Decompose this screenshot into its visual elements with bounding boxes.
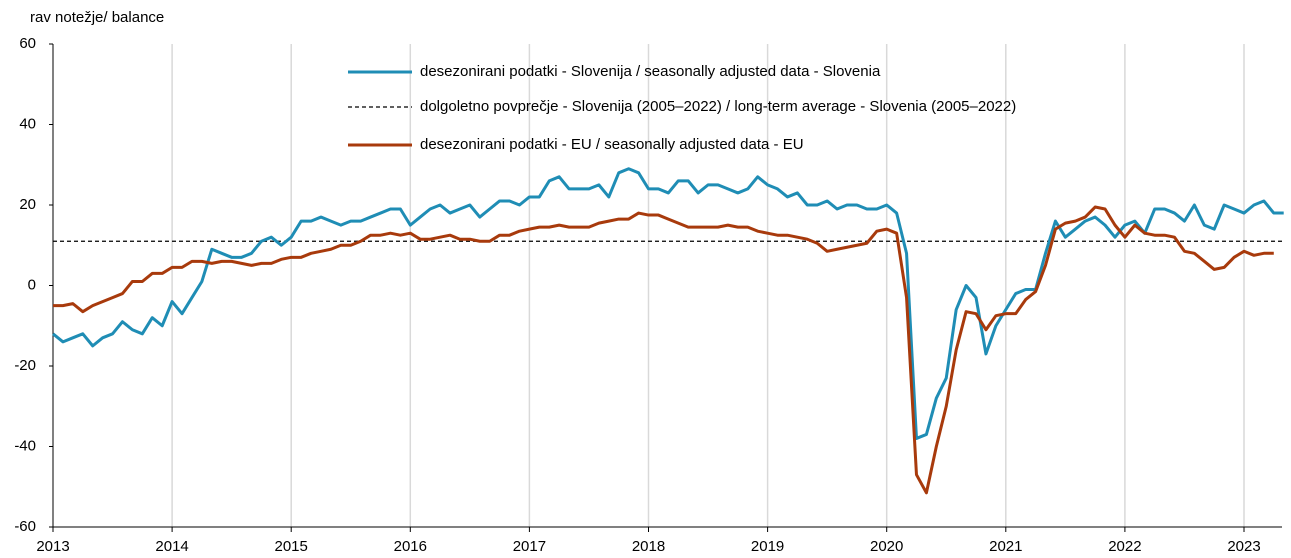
y-tick-label: 20	[19, 196, 36, 213]
y-axis-label: rav notežje/ balance	[30, 9, 164, 26]
x-tick-label: 2015	[275, 538, 308, 555]
x-tick-label: 2017	[513, 538, 546, 555]
y-tick-label: 40	[19, 115, 36, 132]
series-line	[53, 205, 1274, 495]
y-tick-label: 0	[28, 276, 36, 293]
y-tick-label: -60	[14, 518, 36, 535]
y-tick-label: -40	[14, 437, 36, 454]
series-line	[52, 167, 1284, 440]
x-tick-label: 2019	[751, 538, 784, 555]
x-tick-label: 2022	[1108, 538, 1141, 555]
x-tick-label: 2016	[394, 538, 427, 555]
y-tick-label: 60	[19, 35, 36, 52]
x-tick-label: 2014	[155, 538, 188, 555]
x-tick-label: 2013	[36, 538, 69, 555]
y-tick-label: -20	[14, 357, 36, 374]
x-tick-label: 2018	[632, 538, 665, 555]
x-tick-label: 2020	[870, 538, 903, 555]
legend-label: desezonirani podatki - Slovenija / seaso…	[420, 63, 881, 80]
x-tick-label: 2021	[989, 538, 1022, 555]
legend-label: desezonirani podatki - EU / seasonally a…	[420, 136, 804, 153]
legend-label: dolgoletno povprečje - Slovenija (2005–2…	[420, 98, 1016, 115]
x-tick-label: 2023	[1227, 538, 1260, 555]
